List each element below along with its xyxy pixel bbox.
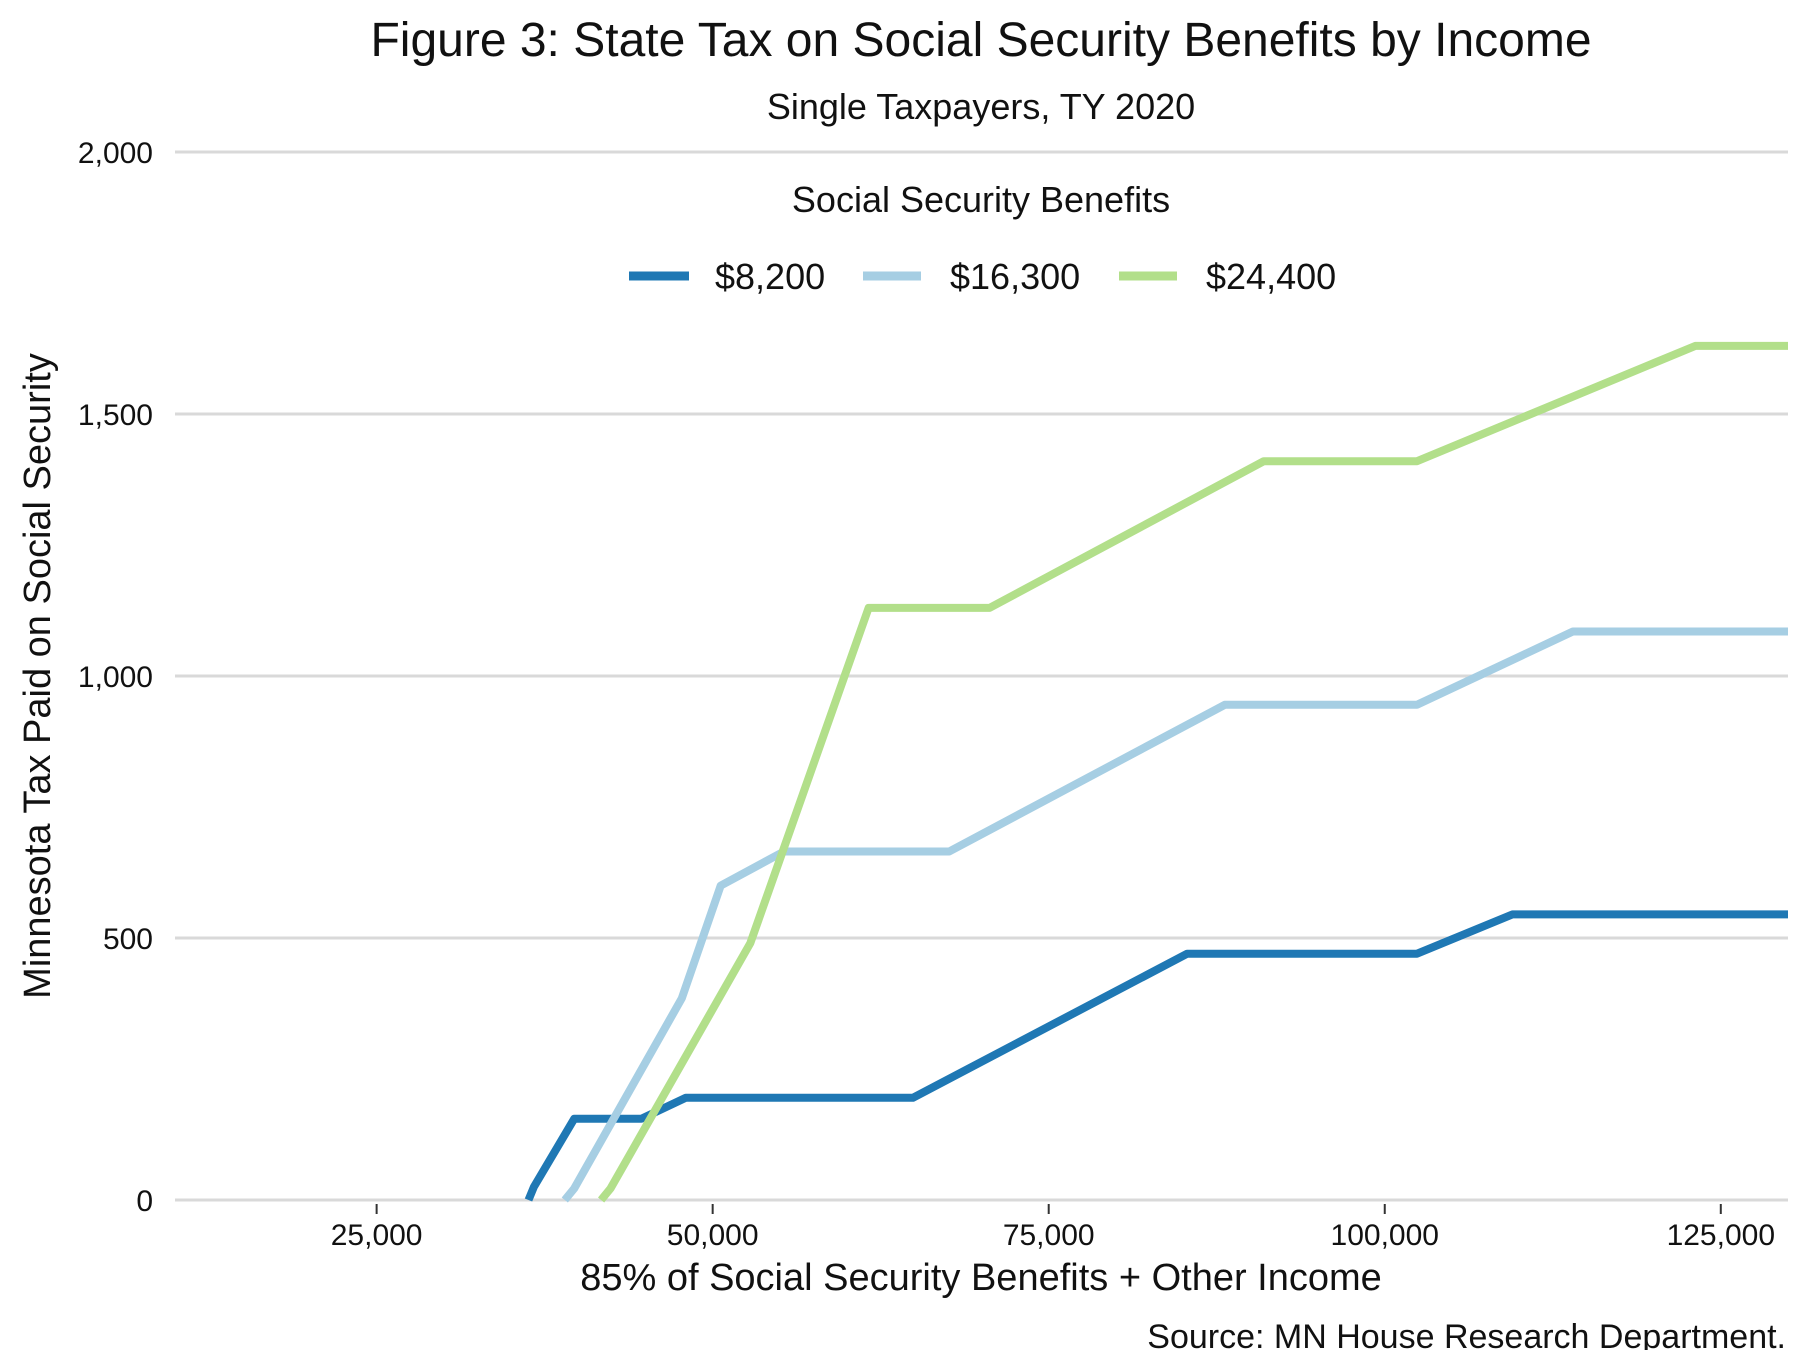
chart-subtitle: Single Taxpayers, TY 2020 bbox=[767, 86, 1195, 127]
legend: $8,200 $16,300 $24,400 bbox=[629, 256, 1336, 297]
x-axis-label: 85% of Social Security Benefits + Other … bbox=[580, 1257, 1382, 1299]
series-line-8200 bbox=[524, 910, 1788, 1202]
y-tick-label: 1,500 bbox=[78, 399, 153, 432]
y-axis-label: Minnesota Tax Paid on Social Security bbox=[17, 353, 59, 999]
y-tick-label: 0 bbox=[136, 1185, 153, 1218]
y-tick-label: 1,000 bbox=[78, 661, 153, 694]
series-line-24400 bbox=[598, 341, 1788, 1203]
legend-label-16300: $16,300 bbox=[950, 256, 1080, 297]
legend-label-24400: $24,400 bbox=[1206, 256, 1336, 297]
series-line-16300 bbox=[561, 627, 1788, 1203]
x-tick-label: 75,000 bbox=[1003, 1219, 1095, 1252]
source-note: Source: MN House Research Department. bbox=[1147, 1318, 1786, 1350]
chart-title: Figure 3: State Tax on Social Security B… bbox=[370, 14, 1591, 67]
y-tick-label: 500 bbox=[103, 923, 153, 956]
x-tick-label: 125,000 bbox=[1667, 1219, 1775, 1252]
y-tick-label: 2,000 bbox=[78, 137, 153, 170]
x-axis-ticks: 25,000 50,000 75,000 100,000 125,000 bbox=[331, 1204, 1775, 1252]
gridlines bbox=[175, 150, 1788, 1202]
x-tick-label: 100,000 bbox=[1331, 1219, 1439, 1252]
series-lines bbox=[524, 341, 1788, 1203]
legend-title: Social Security Benefits bbox=[792, 179, 1170, 220]
legend-label-8200: $8,200 bbox=[715, 256, 825, 297]
x-tick-label: 50,000 bbox=[667, 1219, 759, 1252]
y-axis-ticks: 0 500 1,000 1,500 2,000 bbox=[78, 137, 153, 1218]
x-tick-label: 25,000 bbox=[331, 1219, 423, 1252]
